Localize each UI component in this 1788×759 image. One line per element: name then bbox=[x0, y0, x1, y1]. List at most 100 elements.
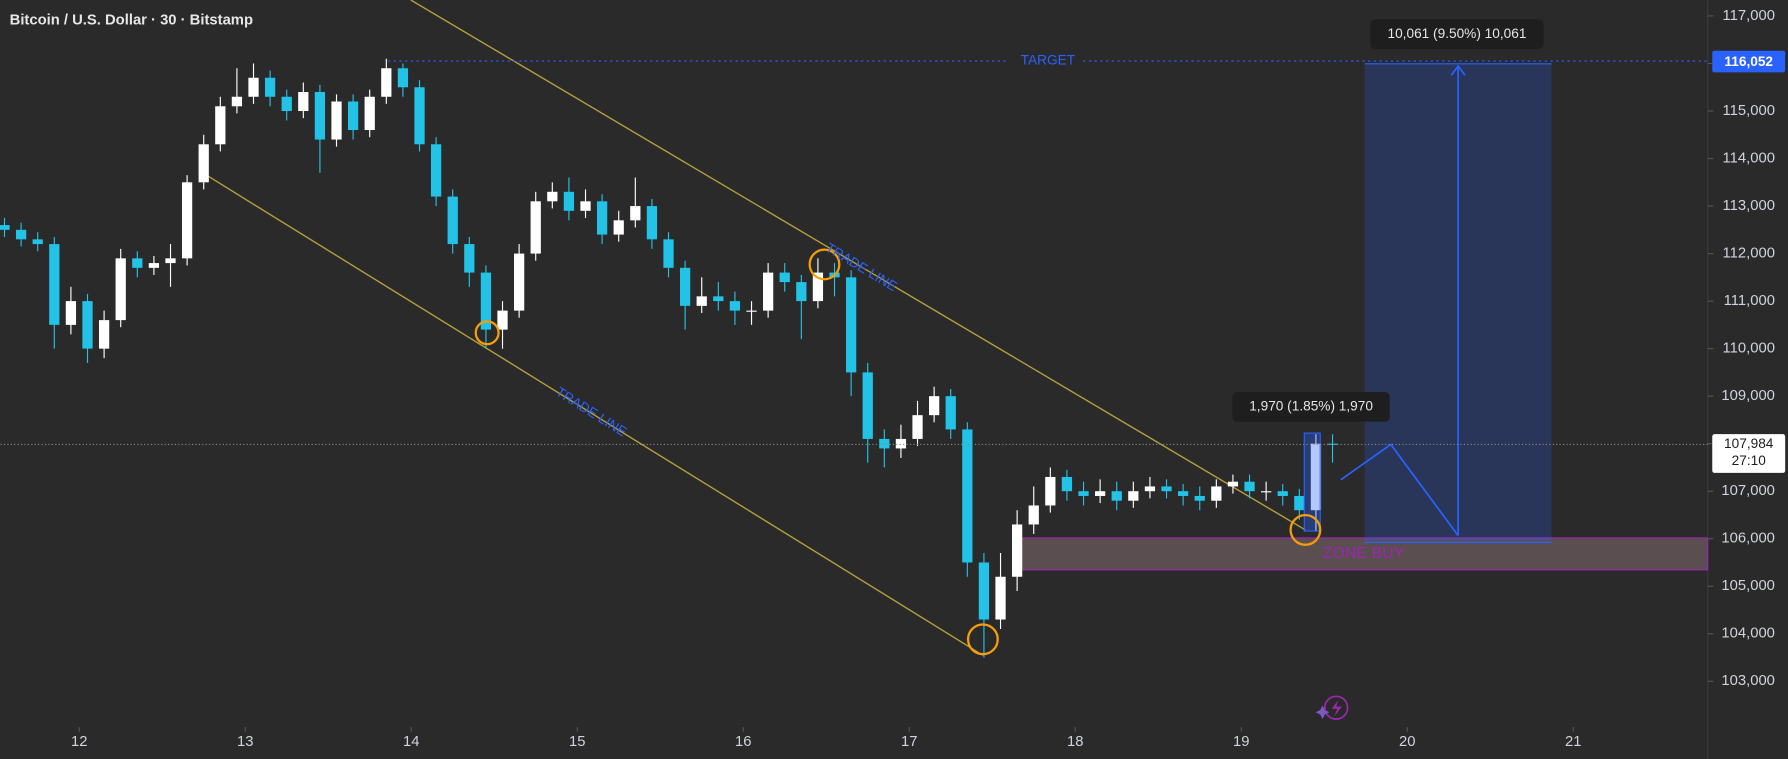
candle-body bbox=[1227, 481, 1239, 487]
y-tick-label: 115,000 bbox=[1723, 103, 1775, 119]
candle-body bbox=[613, 220, 624, 235]
candle-body bbox=[49, 244, 60, 325]
y-tick-label: 114,000 bbox=[1723, 150, 1775, 166]
trend-line bbox=[203, 172, 984, 656]
candle-body bbox=[198, 144, 209, 183]
x-tick-label: 21 bbox=[1565, 734, 1581, 750]
candle-body bbox=[779, 272, 790, 283]
candle-body bbox=[879, 438, 890, 449]
x-tick-label: 17 bbox=[901, 734, 917, 750]
candle-body bbox=[447, 196, 458, 245]
candle-body bbox=[1144, 486, 1156, 492]
y-tick-label: 117,000 bbox=[1723, 8, 1775, 24]
candle-body bbox=[962, 429, 973, 563]
candle-body bbox=[663, 239, 674, 268]
target-price: 116,052 bbox=[1724, 54, 1773, 69]
x-tick-label: 13 bbox=[237, 734, 253, 750]
candle-body bbox=[1045, 476, 1056, 506]
candle-body bbox=[464, 244, 475, 273]
candle-body bbox=[115, 258, 126, 321]
y-tick-label: 109,000 bbox=[1721, 388, 1775, 404]
candle-body bbox=[364, 96, 375, 131]
sparkle bbox=[1315, 705, 1330, 720]
candle-body bbox=[1095, 491, 1106, 496]
candle-body bbox=[912, 415, 923, 439]
candle-body bbox=[1178, 491, 1189, 496]
y-tick-label: 112,000 bbox=[1723, 245, 1775, 261]
candle-body bbox=[430, 144, 442, 197]
candle-body bbox=[497, 310, 508, 330]
candle-body bbox=[646, 206, 658, 240]
candle-body bbox=[995, 576, 1006, 620]
candle-body bbox=[1211, 486, 1222, 501]
measure-label: 10,061 (9.50%) 10,061 bbox=[1388, 26, 1527, 41]
candle-body bbox=[862, 372, 873, 439]
pivot-circle bbox=[1289, 513, 1322, 546]
bolt bbox=[1331, 699, 1342, 717]
candle-body bbox=[547, 191, 558, 202]
y-tick-label: 111,000 bbox=[1724, 293, 1775, 309]
candle-body bbox=[347, 101, 359, 131]
chart-title: Bitcoin / U.S. Dollar · 30 · Bitstamp bbox=[10, 12, 253, 28]
candle-body bbox=[713, 296, 724, 302]
candle-body bbox=[181, 182, 193, 259]
candle-body bbox=[696, 296, 707, 306]
candle-body bbox=[1194, 495, 1205, 501]
candle-body bbox=[1294, 495, 1305, 511]
candle-body bbox=[1128, 491, 1139, 501]
candle-body bbox=[945, 396, 956, 430]
x-tick-label: 14 bbox=[403, 734, 419, 750]
pivot-circle bbox=[474, 320, 500, 346]
candle-body bbox=[1111, 491, 1122, 501]
candle-body bbox=[928, 396, 940, 416]
candle-body bbox=[895, 438, 907, 449]
candle-body bbox=[1310, 443, 1322, 511]
pivot-circle bbox=[808, 248, 841, 281]
candle-body bbox=[397, 68, 409, 88]
candle-body bbox=[1327, 443, 1338, 445]
candle-body bbox=[98, 320, 110, 349]
measure-label-box bbox=[1232, 392, 1390, 422]
candle-body bbox=[381, 68, 392, 97]
countdown: 27:10 bbox=[1732, 453, 1767, 468]
candle-body bbox=[762, 272, 774, 311]
x-tick-label: 20 bbox=[1399, 734, 1415, 750]
measure-label: 1,970 (1.85%) 1,970 bbox=[1249, 398, 1373, 413]
projection-path bbox=[1340, 443, 1459, 537]
pivot-circle bbox=[966, 623, 999, 656]
candle-body bbox=[264, 77, 276, 97]
candle-body bbox=[281, 96, 292, 112]
x-tick-label: 18 bbox=[1067, 734, 1083, 750]
candle-body bbox=[1028, 505, 1039, 525]
candle-body bbox=[1078, 491, 1089, 496]
candles bbox=[0, 58, 1338, 658]
y-tick-label: 107,000 bbox=[1721, 483, 1775, 499]
small-measure bbox=[1303, 432, 1321, 532]
candle-body bbox=[32, 239, 43, 245]
candle-body bbox=[513, 253, 525, 311]
candle-body bbox=[1244, 481, 1255, 492]
y-tick-label: 104,000 bbox=[1721, 626, 1775, 642]
x-tick-label: 15 bbox=[569, 734, 585, 750]
candle-body bbox=[65, 301, 77, 325]
last-price-badge bbox=[1712, 434, 1786, 473]
candle-body bbox=[314, 92, 326, 140]
x-tick-label: 12 bbox=[71, 734, 87, 750]
candle-body bbox=[580, 201, 591, 211]
x-tick-label: 16 bbox=[735, 734, 751, 750]
y-tick-label: 105,000 bbox=[1721, 578, 1775, 594]
candle-body bbox=[530, 201, 541, 254]
candle-body bbox=[796, 282, 807, 302]
candle-body bbox=[679, 267, 691, 306]
candle-body bbox=[15, 229, 27, 240]
candle-body bbox=[978, 562, 990, 620]
candle-body bbox=[1011, 524, 1023, 577]
candle-body bbox=[132, 258, 143, 268]
candle-body bbox=[82, 301, 93, 349]
candle-body bbox=[0, 225, 10, 230]
zone-label: ZONE BUY bbox=[1323, 545, 1405, 562]
x-tick-label: 19 bbox=[1233, 734, 1249, 750]
candle-body bbox=[480, 272, 492, 330]
